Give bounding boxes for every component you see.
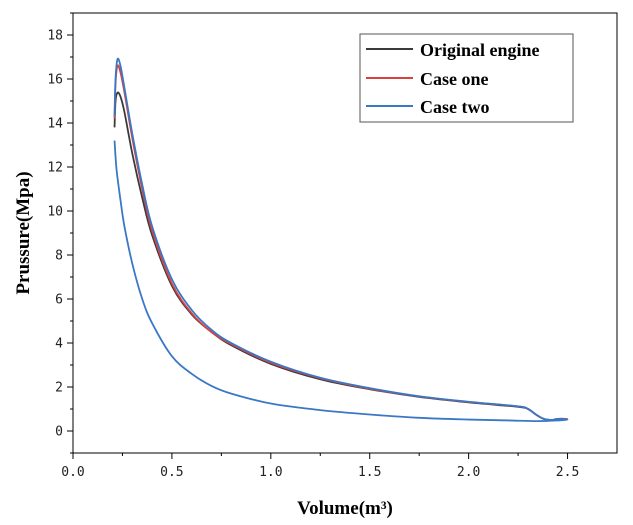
legend-label-case-one: Case one (420, 69, 489, 89)
x-axis-ticks: 0.0 0.5 1.0 1.5 2.0 2.5 (61, 453, 579, 480)
y-tick-label: 4 (55, 337, 63, 352)
y-axis-title: Prussure(Mpa) (13, 171, 34, 294)
x-tick-label: 0.5 (160, 465, 183, 480)
y-tick-label: 16 (47, 73, 63, 88)
x-tick-label: 0.0 (61, 465, 84, 480)
series-lines (113, 57, 569, 422)
plot-area: 0 2 4 6 8 10 12 14 16 18 0.0 0.5 1.0 1.5 2.0 2.5 (47, 12, 618, 480)
series-line-original-engine (113, 91, 568, 421)
y-tick-label: 14 (47, 117, 63, 132)
y-tick-label: 12 (47, 161, 63, 176)
y-tick-label: 6 (55, 293, 63, 308)
y-tick-label: 2 (55, 381, 63, 396)
y-tick-label: 8 (55, 249, 63, 264)
legend-label-original-engine: Original engine (420, 40, 540, 60)
legend-label-case-two: Case two (420, 97, 490, 117)
x-axis-title: Volume(m³) (297, 498, 393, 519)
x-tick-label: 2.5 (556, 465, 579, 480)
x-tick-label: 1.0 (259, 465, 282, 480)
y-tick-label: 18 (47, 29, 63, 44)
x-tick-label: 1.5 (358, 465, 381, 480)
y-tick-label: 10 (47, 205, 63, 220)
x-tick-label: 2.0 (457, 465, 480, 480)
series-line-case-two (113, 57, 569, 422)
y-tick-label: 0 (55, 425, 63, 440)
y-axis-ticks: 0 2 4 6 8 10 12 14 16 18 (47, 12, 73, 454)
legend: Original engine Case one Case two (359, 33, 574, 123)
